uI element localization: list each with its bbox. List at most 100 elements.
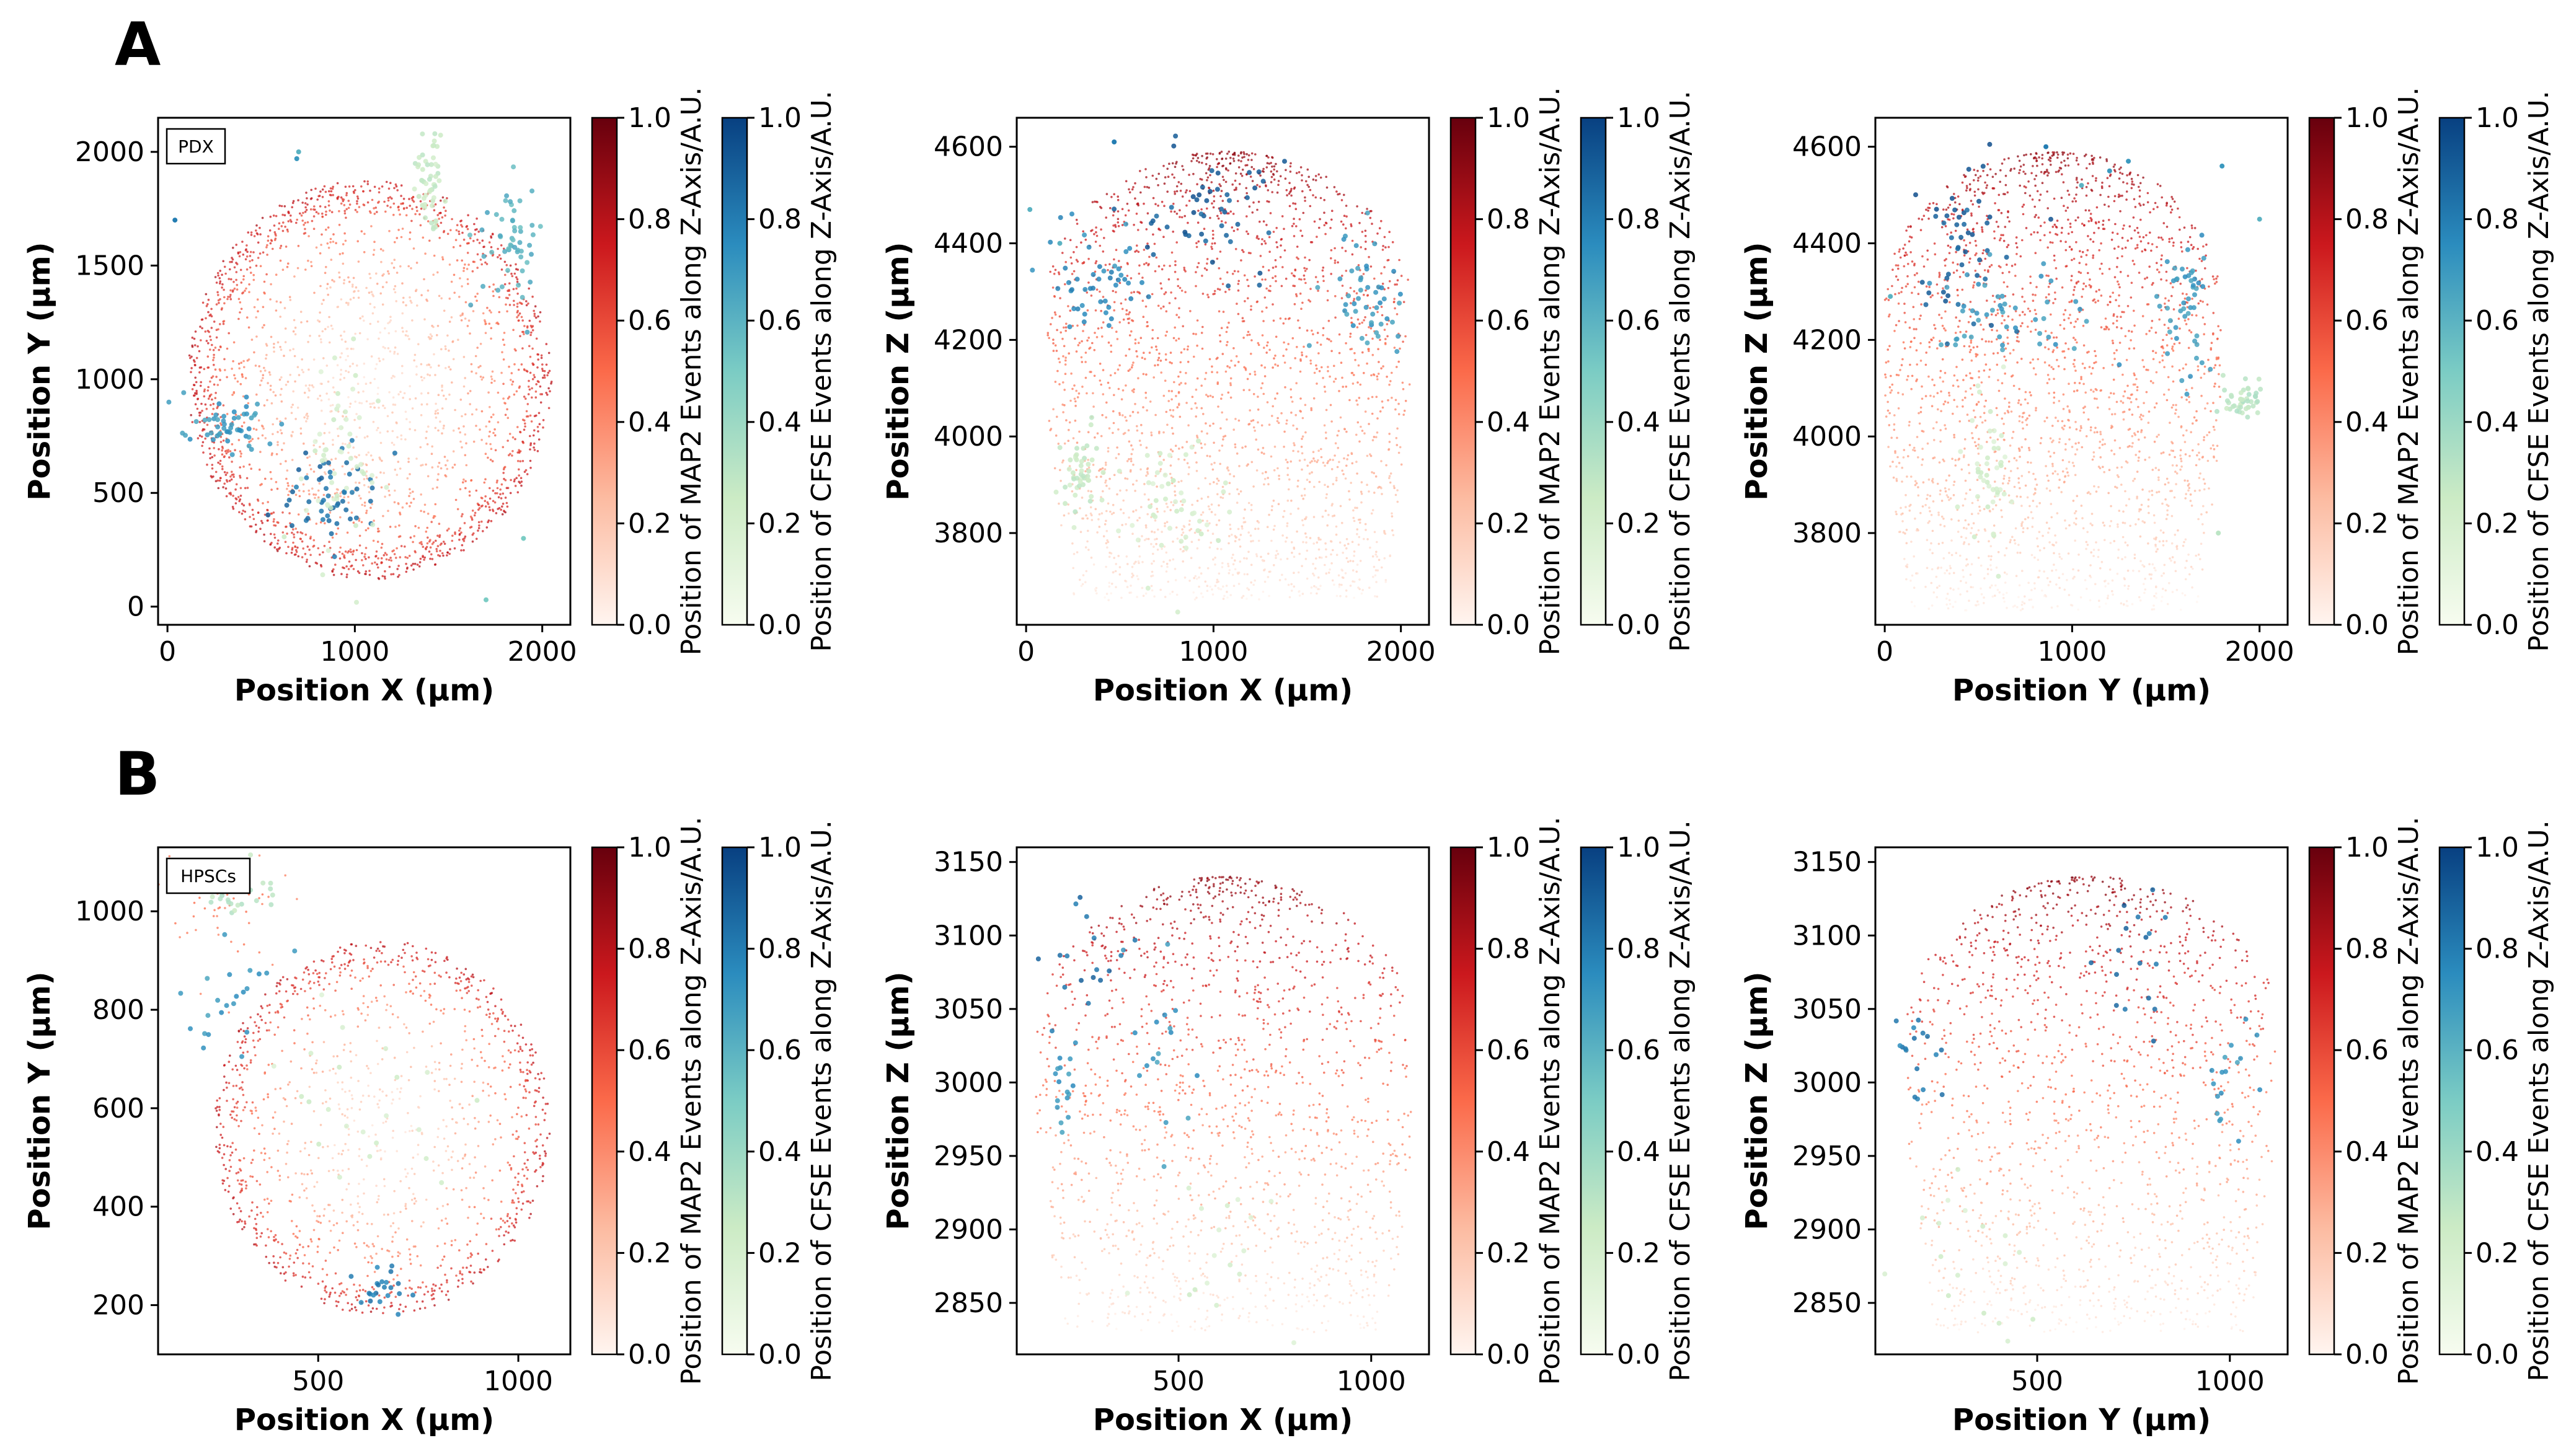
map2-event-point [356,570,360,573]
cfse-event-point [1179,490,1184,496]
map2-event-point [504,496,507,499]
map2-event-point [206,366,210,369]
map2-event-point [1103,237,1105,239]
map2-event-point [266,244,268,247]
map2-event-point [1179,415,1182,418]
cfse-event-point [1204,198,1210,203]
map2-event-point [378,187,381,190]
map2-event-point [1166,565,1169,568]
map2-event-point [191,344,194,347]
cfse-event-point [512,228,518,234]
map2-event-point [1092,405,1095,408]
map2-event-point [289,374,292,376]
cfse-event-point [421,195,427,201]
map2-event-point [320,244,322,246]
map2-event-point [382,514,384,518]
cfse-event-point [420,152,425,157]
map2-event-point [1206,258,1209,260]
map2-event-point [1212,422,1214,425]
map2-event-point [1130,366,1133,369]
map2-event-point [312,227,316,231]
map2-event-point [1062,459,1064,462]
map2-event-point [1275,557,1277,559]
map2-event-point [273,224,276,227]
map2-event-point [429,539,431,541]
map2-event-point [1108,581,1111,585]
cfse-event-point [479,227,485,232]
map2-event-point [1252,393,1255,395]
map2-event-point [415,288,418,291]
map2-event-point [513,363,516,366]
cfse-event-point [1183,452,1188,457]
map2-event-point [1179,216,1181,218]
map2-event-point [533,376,536,379]
map2-event-point [397,229,400,231]
map2-event-point [420,543,423,545]
map2-event-point [345,369,347,373]
map2-event-point [543,369,546,373]
map2-event-point [1145,526,1148,529]
map2-event-point [428,239,431,242]
map2-event-point [1095,336,1099,338]
map2-event-point [194,376,197,379]
map2-event-point [279,315,282,318]
map2-event-point [1360,425,1362,428]
map2-event-point [1345,386,1348,388]
cfse-event-point [244,394,249,400]
map2-event-point [210,307,213,311]
map2-event-point [1135,350,1138,353]
map2-event-point [1265,166,1268,169]
map2-event-point [263,404,266,407]
map2-event-point [1340,199,1343,201]
map2-event-point [1063,404,1066,407]
map2-event-point [342,415,344,418]
cfse-event-point [316,498,321,503]
map2-event-point [1155,177,1158,180]
map2-event-point [461,259,463,262]
map2-event-point [1387,399,1389,402]
map2-event-point [1125,384,1127,387]
map2-event-point [1124,477,1126,480]
cfse-event-point [1346,293,1352,299]
map2-event-point [1153,242,1156,245]
map2-event-point [1174,494,1177,496]
map2-event-point [285,384,288,386]
map2-event-point [1182,560,1184,563]
map2-event-point [1271,415,1273,417]
cfse-event-point [423,181,429,187]
map2-event-point [529,355,532,358]
map2-event-point [338,224,341,226]
map2-event-point [1196,500,1199,502]
map2-event-point [352,348,355,350]
map2-event-point [1325,175,1327,179]
map2-event-point [448,349,450,352]
map2-event-point [302,483,305,486]
map2-event-point [360,230,363,233]
map2-event-point [1375,436,1378,438]
map2-event-point [1352,569,1355,571]
map2-event-point [427,475,430,478]
map2-event-point [1086,517,1089,520]
map2-event-point [1376,569,1379,571]
map2-event-point [471,370,473,373]
map2-event-point [1325,496,1327,499]
map2-event-point [501,513,504,516]
map2-event-point [395,300,397,302]
map2-event-point [1358,222,1361,224]
map2-event-point [1252,539,1254,542]
map2-event-point [1255,555,1259,558]
map2-event-point [1296,346,1298,348]
map2-event-point [398,574,400,576]
map2-event-point [1178,383,1181,386]
map2-event-point [261,326,264,329]
map2-event-point [356,240,359,243]
map2-event-point [1218,267,1221,270]
map2-event-point [262,502,264,505]
map2-event-point [503,510,505,512]
map2-event-point [1224,435,1227,438]
map2-event-point [508,454,510,457]
map2-event-point [459,399,462,401]
map2-event-point [393,352,396,355]
map2-event-point [1122,318,1125,321]
map2-event-point [356,195,359,198]
